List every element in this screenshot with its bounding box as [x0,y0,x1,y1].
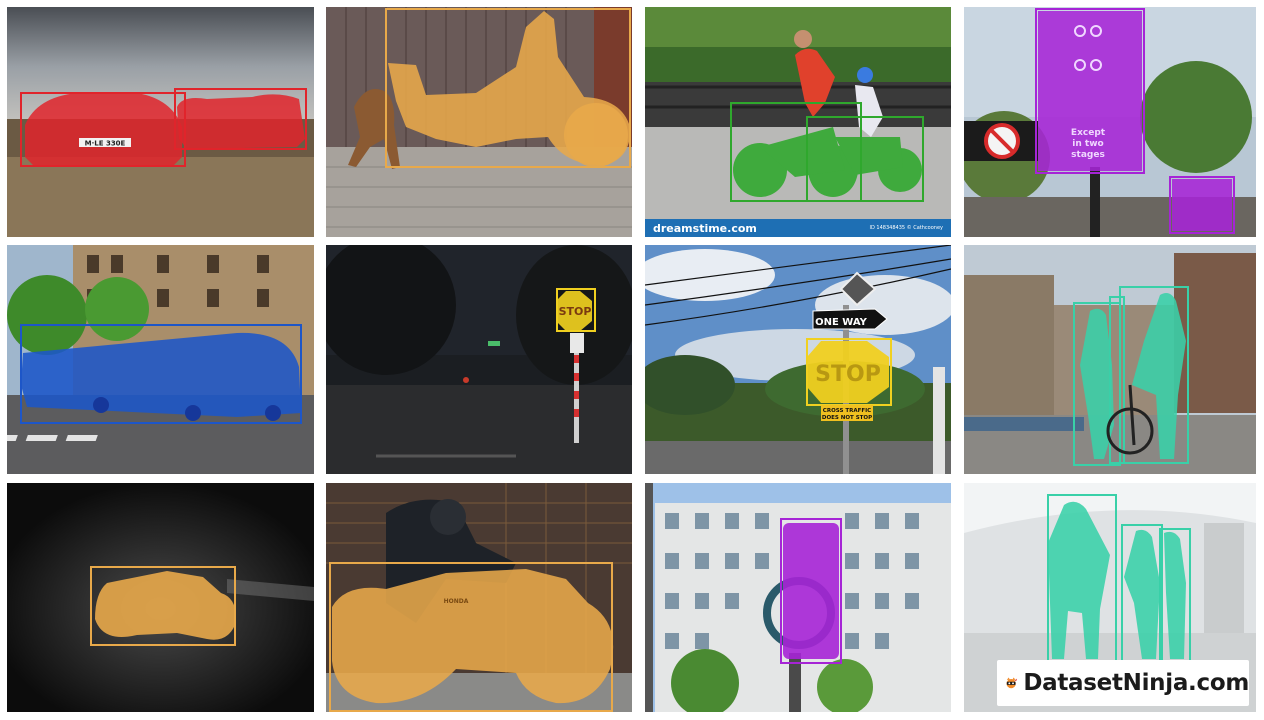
except-text-1: Except [1071,128,1106,138]
bus-segmentation [20,324,302,424]
stop-sign-text: STOP [815,362,881,387]
except-text-3: stages [1071,150,1105,160]
tile-bicycles: dreamstime.com ID 148348435 © Cathcooney [645,7,951,237]
one-way-text: ONE WAY [815,317,868,328]
tile-bus [7,245,314,474]
stop-sign-segmentation [556,288,596,332]
traffic-light-segmentation [780,518,842,664]
car-segmentation [20,88,307,167]
cross-traffic-line-1: CROSS TRAFFIC [823,408,871,414]
tile-night-stop: STOP [326,245,632,474]
dataset-ninja-badge: DatasetNinja.com [997,660,1249,706]
traffic-light-segmentation [1035,8,1235,234]
bicycle-symbol-icon [1074,25,1102,71]
motorcycle-segmentation [329,562,614,712]
tile-rider-motorcycle: HONDA [326,483,632,712]
watermark-brand: dreamstime.com [653,221,757,235]
cyclist-adult [795,48,835,117]
motorcycle-segmentation [385,8,631,168]
except-text-2: in two [1072,139,1103,149]
tile-dog-motorcycle [326,7,632,237]
license-plate: M·LE 330E [85,140,126,148]
motorcycle-brand-text: HONDA [444,598,469,605]
brand-text: DatasetNinja.com [1023,670,1249,696]
watermark-id: ID 148348435 © Cathcooney [869,225,943,231]
bicycle [1106,384,1154,455]
bicycle-segmentation [733,127,922,197]
tile-cars: M·LE 330E [7,7,314,237]
motorcycle-segmentation [90,566,236,646]
tile-dark-motorcycle [7,483,314,712]
tile-building-traffic-light [645,483,951,712]
cross-traffic-line-2: DOES NOT STOP [822,415,872,421]
tile-stop-one-way: ONE WAY STOP CROSS TRAFFIC DOES NOT STOP [645,245,951,474]
tile-people-bicycle [964,245,1256,474]
tile-traffic-light-street: Except in two stages [964,7,1256,237]
stop-sign-text: STOP [559,305,592,318]
watermark-bar: dreamstime.com ID 148348435 © Cathcooney [645,219,951,237]
person-segmentation [1073,286,1189,466]
ninja-cat-icon [1006,677,1017,689]
